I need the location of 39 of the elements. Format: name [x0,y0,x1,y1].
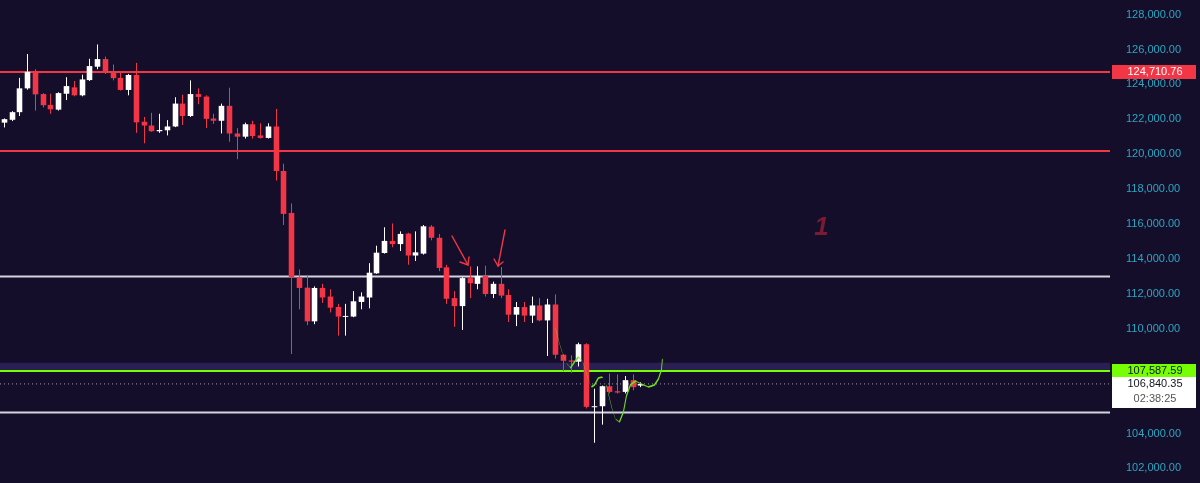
ref-line-label: 107,587.59 [1127,363,1183,376]
candlestick [498,266,505,299]
candlestick [125,73,132,96]
ref-line-label: 124,710.76 [1127,65,1183,78]
candlestick [529,296,536,324]
candlestick [55,91,62,112]
candlestick [63,76,70,101]
y-tick-label: 128,000.00 [1126,7,1182,20]
candlestick [474,265,481,290]
y-tick-label: 102,000.00 [1126,461,1182,474]
y-tick-label: 120,000.00 [1126,147,1182,160]
y-tick-label: 112,000.00 [1126,286,1181,299]
candlestick [412,230,419,262]
y-tick-label: 122,000.00 [1126,112,1182,125]
text: 02:38:25 [1133,391,1177,404]
candlestick [86,58,93,82]
candlestick [335,303,342,337]
candlestick [381,226,388,255]
candlestick [296,269,303,310]
candlestick [350,290,357,318]
y-tick-label: 124,000.00 [1126,77,1182,90]
candlestick [94,43,101,70]
candlestick [79,74,86,97]
candlestick [505,288,512,323]
candlestick [451,290,458,328]
y-tick-label: 118,000.00 [1126,182,1181,195]
y-tick-label: 104,000.00 [1126,426,1182,439]
y-tick-label: 110,000.00 [1126,321,1181,334]
y-tick-label: 116,000.00 [1126,217,1181,230]
candlestick [218,103,225,134]
y-tick-label: 126,000.00 [1126,42,1182,55]
candlestick [521,301,528,323]
ref-line-label: 106,840.35 [1127,376,1183,389]
candlestick [536,297,543,322]
candlestick [16,77,23,117]
annotation: 1 [814,211,829,242]
y-tick-label: 114,000.00 [1126,251,1181,264]
candlestick [141,116,148,144]
candlestick [513,301,520,327]
